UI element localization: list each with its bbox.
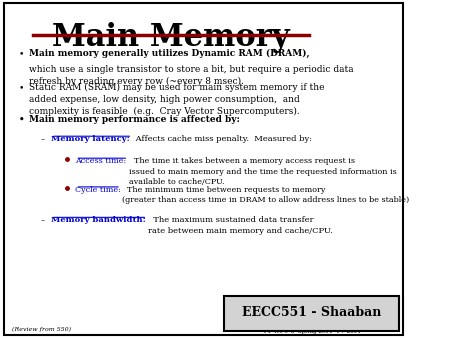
- FancyBboxPatch shape: [4, 3, 403, 335]
- Text: Main Memory: Main Memory: [52, 22, 290, 53]
- Text: which use a single transistor to store a bit, but require a periodic data
refres: which use a single transistor to store a…: [28, 65, 353, 86]
- Text: #1  lec # 8  Spring 2004  4-7-2004: #1 lec # 8 Spring 2004 4-7-2004: [263, 330, 360, 334]
- Text: The minimum time between requests to memory
(greater than access time in DRAM to: The minimum time between requests to mem…: [122, 186, 409, 204]
- Text: Main memory performance is affected by:: Main memory performance is affected by:: [28, 115, 239, 124]
- Text: Affects cache miss penalty.  Measured by:: Affects cache miss penalty. Measured by:: [133, 135, 312, 143]
- Text: Memory latency:: Memory latency:: [51, 135, 130, 143]
- Text: –: –: [40, 216, 45, 224]
- Text: The maximum sustained data transfer
rate between main memory and cache/CPU.: The maximum sustained data transfer rate…: [148, 216, 333, 235]
- Text: Main memory generally utilizes Dynamic RAM (DRAM),: Main memory generally utilizes Dynamic R…: [28, 49, 309, 58]
- Text: (Review from 550): (Review from 550): [12, 327, 72, 332]
- Text: •: •: [18, 115, 24, 124]
- Text: Access time:: Access time:: [75, 157, 126, 165]
- Text: •: •: [18, 49, 24, 58]
- Text: Cycle time:: Cycle time:: [75, 186, 121, 194]
- Text: –: –: [40, 135, 45, 143]
- Text: The time it takes between a memory access request is
issued to main memory and t: The time it takes between a memory acces…: [129, 157, 397, 186]
- Text: Static RAM (SRAM) may be used for main system memory if the
added expense, low d: Static RAM (SRAM) may be used for main s…: [28, 83, 324, 116]
- Text: EECC551 - Shaaban: EECC551 - Shaaban: [242, 306, 381, 319]
- Text: •: •: [18, 83, 24, 92]
- Text: Memory bandwidth:: Memory bandwidth:: [51, 216, 146, 224]
- FancyBboxPatch shape: [224, 296, 399, 331]
